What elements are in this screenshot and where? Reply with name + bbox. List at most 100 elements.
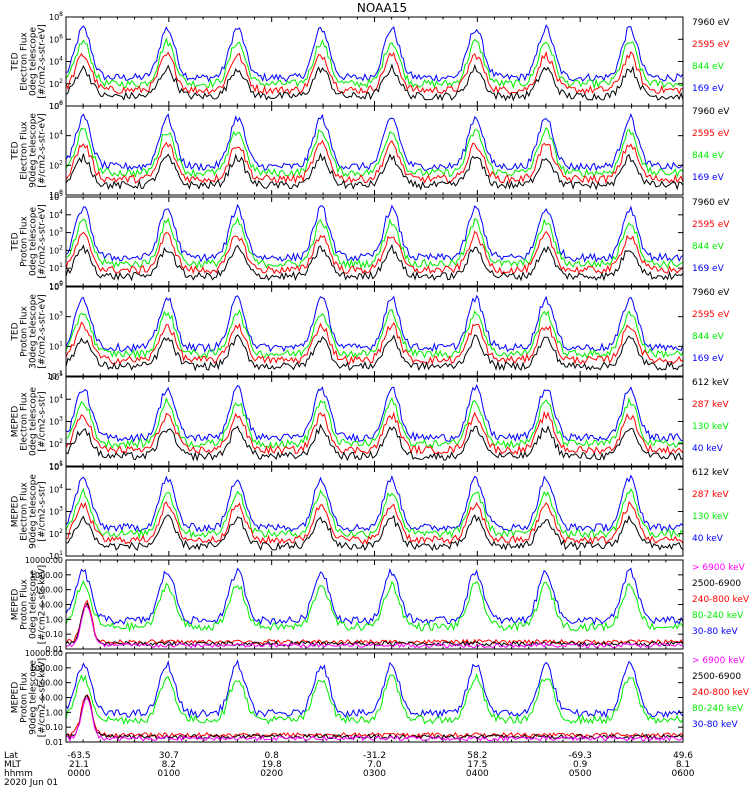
legend-entry: 240-800 keV	[692, 688, 750, 698]
legend-entry: 844 eV	[692, 151, 725, 161]
series-red	[65, 50, 684, 95]
legend-entry: 40 keV	[692, 534, 724, 544]
series-blue	[65, 294, 684, 353]
y-tick-label: 100.00	[35, 586, 63, 595]
y-tick-label: 1000.00	[30, 664, 63, 673]
y-tick-label: 101	[49, 340, 63, 351]
series-red	[65, 139, 684, 185]
y-tick-label: 103	[49, 311, 63, 322]
y-tick-label: 102	[49, 159, 63, 170]
series-red	[65, 321, 684, 366]
y-tick-label: 1.00	[45, 708, 63, 717]
series-blue	[65, 659, 684, 719]
y-tick-label: 101	[49, 262, 63, 273]
series-red	[65, 230, 684, 275]
series-red	[65, 500, 684, 545]
footer-value: 0300	[363, 769, 386, 779]
footer-value: 8.2	[162, 760, 176, 770]
footer-value: 19.8	[262, 760, 282, 770]
footer-value: 30.7	[159, 751, 179, 761]
legend-entry: 169 eV	[692, 264, 725, 274]
y-tick-label: 104	[49, 56, 63, 67]
y-tick-label: 105	[49, 281, 63, 292]
series-blue	[65, 112, 684, 172]
y-tick-label: 10-1	[47, 370, 63, 381]
series-green	[65, 308, 684, 360]
footer-value: 0000	[68, 769, 91, 779]
y-tick-label: 105	[49, 191, 63, 202]
footer-value: 17.5	[467, 760, 487, 770]
y-tick-label: 100	[49, 189, 63, 200]
y-tick-label: 104	[49, 393, 63, 404]
legend-entry: 844 eV	[692, 62, 725, 72]
y-tick-label: 105	[49, 371, 63, 382]
legend-entry: 612 keV	[692, 468, 729, 478]
series-black	[66, 514, 684, 552]
y-tick-label: 102	[49, 244, 63, 255]
y-axis-label: MEPEDElectron Flux90deg telescope[#/cm2-…	[11, 474, 48, 549]
y-tick-label: 102	[49, 528, 63, 539]
footer-value: 21.1	[69, 760, 89, 770]
series-black	[65, 695, 684, 740]
series-black	[65, 152, 684, 191]
footer-value: 0100	[157, 769, 180, 779]
footer-value: -31.2	[363, 751, 386, 761]
footer-value: 7.0	[367, 760, 382, 770]
y-tick-label: 100	[49, 100, 63, 111]
y-axis-label: MEPEDProton Flux0deg telescope[#/cm2-s-s…	[11, 565, 48, 644]
y-tick-label: 108	[49, 11, 63, 22]
series-black	[65, 334, 684, 372]
date-label: 2020 Jun 01	[4, 778, 58, 788]
y-axis-label: TEDElectron Flux0deg telescope[#/cm2-s-s…	[11, 24, 48, 99]
footer-value: 58.2	[467, 751, 487, 761]
y-tick-label: 100	[49, 280, 63, 291]
y-tick-label: 1.00	[45, 615, 63, 624]
legend-entry: 844 eV	[692, 332, 725, 342]
plot-frame	[65, 559, 684, 650]
legend-entry: 7960 eV	[692, 288, 730, 298]
footer-value: 0500	[569, 769, 592, 779]
y-tick-label: 105	[49, 461, 63, 472]
y-axis-label: MEPEDElectron Flux0deg telescope[#/cm2-s…	[11, 387, 48, 457]
series-green	[65, 216, 684, 270]
y-tick-label: 104	[49, 209, 63, 220]
footer-row-label: Lat	[4, 751, 19, 761]
series-green	[65, 579, 684, 633]
chart-title: NOAA15	[357, 1, 407, 15]
y-tick-label: 1000.00	[30, 571, 63, 580]
y-tick-label: 0.10	[45, 630, 63, 639]
footer-value: 0400	[466, 769, 489, 779]
legend-entry: 2500-6900	[692, 579, 741, 589]
legend-entry: > 6900 keV	[692, 656, 746, 666]
y-tick-label: 102	[49, 78, 63, 89]
y-tick-label: 102	[49, 438, 63, 449]
legend-entry: 2500-6900	[692, 672, 741, 682]
footer-value: 0.9	[573, 760, 588, 770]
footer-value: 0.8	[265, 751, 280, 761]
legend-entry: 287 keV	[692, 490, 729, 500]
footer-value: 0200	[260, 769, 283, 779]
series-blue	[65, 474, 684, 533]
footer-value: -63.5	[67, 751, 90, 761]
legend-entry: 80-240 keV	[692, 704, 744, 714]
legend-entry: 169 eV	[692, 354, 725, 364]
y-tick-label: 10000.00	[25, 649, 63, 658]
y-axis-label: TEDProton Flux0deg telescope[#/cm2-s-str…	[11, 204, 48, 279]
y-tick-label: 103	[49, 506, 63, 517]
y-tick-label: 0.01	[45, 738, 63, 747]
y-tick-label: 10000.00	[25, 556, 63, 565]
y-tick-label: 100.00	[35, 679, 63, 688]
y-tick-label: 10.00	[40, 694, 63, 703]
y-tick-label: 106	[49, 100, 63, 111]
series-green	[65, 487, 684, 540]
footer-value: 49.6	[673, 751, 693, 761]
series-green	[65, 396, 684, 450]
y-tick-label: 106	[49, 33, 63, 44]
series-blue	[65, 383, 684, 444]
y-tick-label: 104	[49, 130, 63, 141]
series-red	[65, 410, 684, 456]
